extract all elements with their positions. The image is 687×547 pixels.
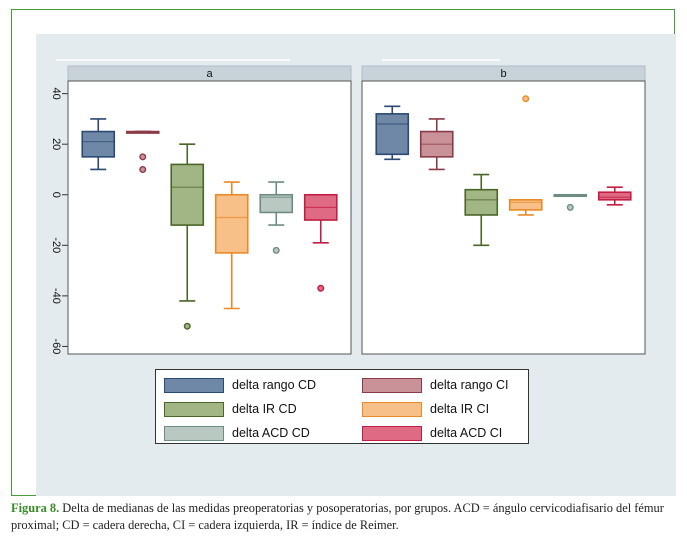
legend-label: delta ACD CD: [232, 426, 310, 440]
box-a-3: [214, 181, 249, 310]
box-a-5: [303, 193, 338, 292]
panel-plot-b: [361, 80, 646, 355]
legend-item: delta rango CI: [362, 376, 509, 394]
legend-item: delta ACD CI: [362, 424, 502, 442]
y-tick-label: -60: [50, 338, 62, 354]
box-body: [508, 199, 543, 211]
legend-label: delta ACD CI: [430, 426, 503, 440]
box-a-4: [259, 181, 294, 254]
box-b-3: [508, 95, 543, 216]
box-a-2: [170, 143, 205, 330]
y-tick-label: 0: [50, 192, 62, 198]
outlier-point: [183, 322, 191, 330]
outlier-point: [566, 203, 574, 211]
box-b-1: [419, 118, 454, 171]
outlier-point: [139, 165, 147, 173]
legend-swatch: [362, 377, 422, 393]
legend-swatch: [164, 425, 224, 441]
box-body: [375, 113, 410, 156]
y-tick-label: -20: [50, 237, 62, 253]
legend: delta rango CD delta rango CI delta IR CD d…: [155, 369, 529, 444]
legend-label: delta IR CD: [232, 402, 297, 416]
box-body: [214, 193, 249, 254]
box-b-4: [553, 193, 588, 211]
y-tick-label: 20: [50, 138, 62, 150]
legend-item: delta IR CI: [362, 400, 489, 418]
legend-swatch: [164, 377, 224, 393]
legend-label: delta IR CI: [430, 402, 490, 416]
box-a-0: [81, 118, 116, 171]
box-body: [259, 193, 294, 214]
legend-swatch: [362, 401, 422, 417]
panel-plot-a: [67, 80, 352, 355]
box-body: [597, 191, 632, 201]
box-b-0: [375, 105, 410, 161]
legend-label: delta rango CD: [232, 378, 317, 392]
panel-label-a: a: [206, 68, 213, 80]
legend-item: delta ACD CD: [164, 424, 310, 442]
outlier-point: [272, 246, 280, 254]
caption-label: Figura 8.: [11, 501, 60, 515]
outlier-point: [139, 153, 147, 161]
box-body: [170, 163, 205, 226]
box-body: [81, 130, 116, 158]
legend-swatch: [164, 401, 224, 417]
box-body: [464, 188, 499, 216]
y-tick-label: 40: [50, 88, 62, 100]
outlier-point: [317, 284, 325, 292]
legend-swatch: [362, 425, 422, 441]
panel-label-b: b: [500, 68, 506, 80]
legend-label: delta rango CI: [430, 378, 509, 392]
legend-item: delta IR CD: [164, 400, 297, 418]
figure-caption: Figura 8. Delta de medianas de las medid…: [11, 500, 681, 534]
legend-item: delta rango CD: [164, 376, 316, 394]
box-b-5: [597, 186, 632, 206]
box-b-2: [464, 173, 499, 247]
box-a-1: [125, 130, 160, 173]
outlier-point: [522, 95, 530, 103]
y-tick-label: -40: [50, 288, 62, 304]
caption-text: Delta de medianas de las medidas preoper…: [11, 501, 664, 532]
